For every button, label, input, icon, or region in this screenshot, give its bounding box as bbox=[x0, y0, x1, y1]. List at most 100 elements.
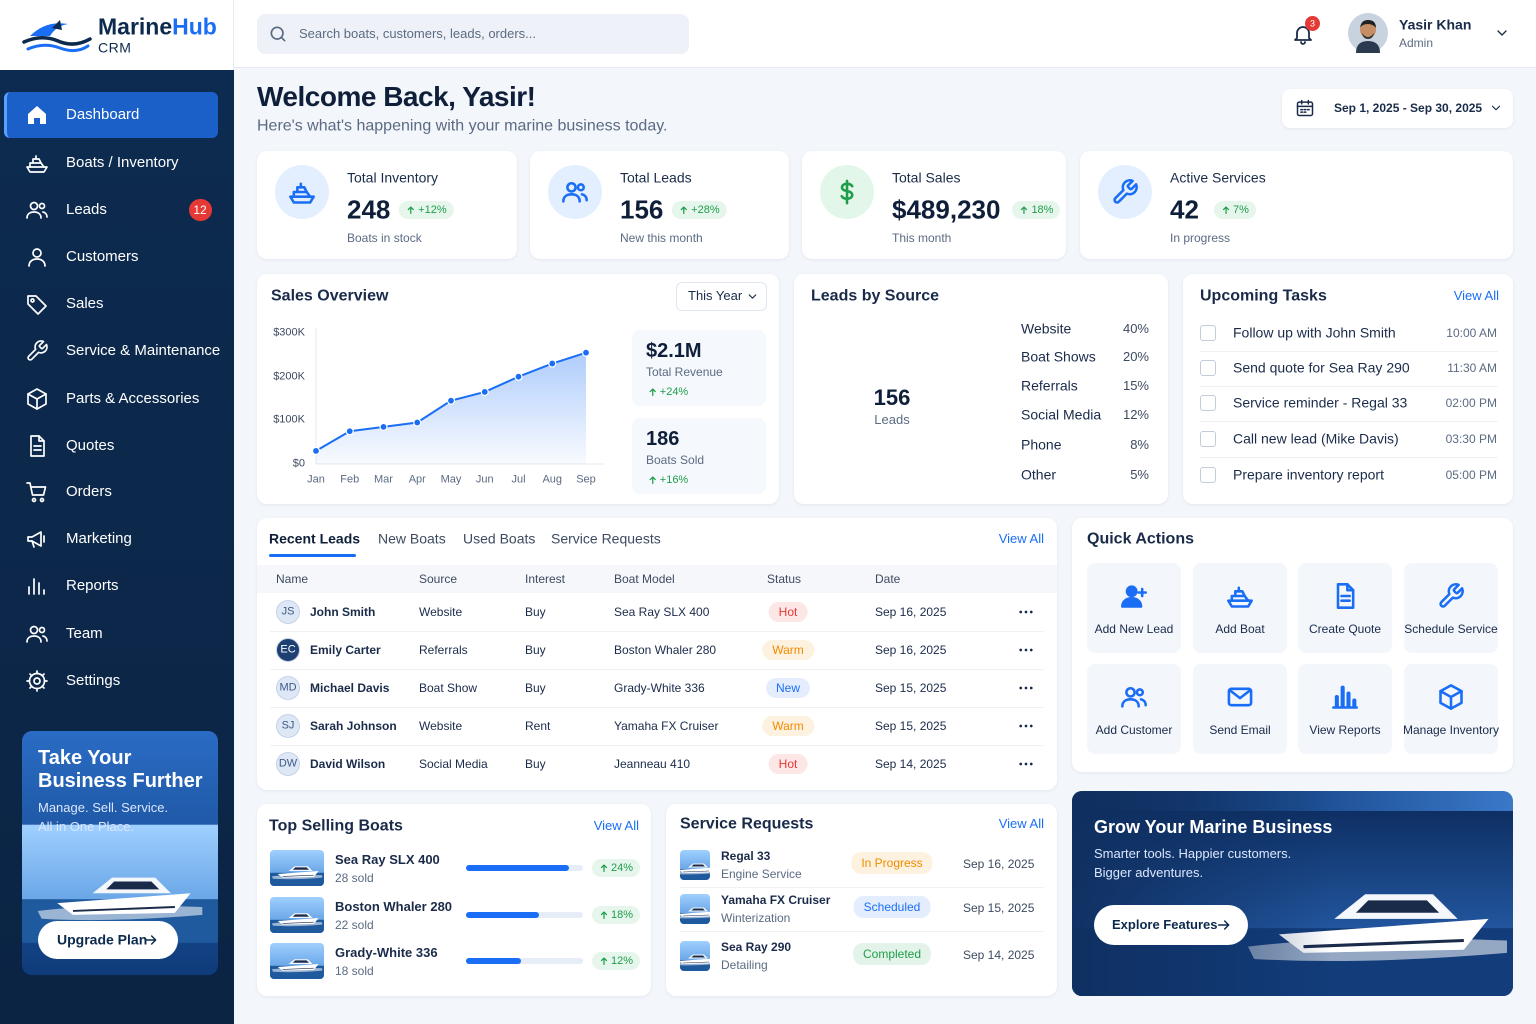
nav-badge: 12 bbox=[193, 202, 207, 217]
nav-item[interactable]: Parts & Accessories bbox=[66, 390, 200, 407]
user-name: Yasir Khan bbox=[1399, 16, 1472, 33]
icon-part bbox=[26, 482, 47, 503]
icon-part bbox=[29, 201, 39, 211]
boat-image bbox=[680, 850, 710, 880]
task-checkbox[interactable] bbox=[1200, 431, 1216, 447]
avatar-initials: JS bbox=[281, 605, 295, 618]
icon-part bbox=[1029, 686, 1033, 690]
icon-part bbox=[748, 293, 756, 299]
quick-action-tile[interactable] bbox=[1087, 664, 1181, 754]
view-all[interactable]: View All bbox=[998, 531, 1044, 547]
x-tick-label: Apr bbox=[408, 473, 426, 486]
lead-status: New bbox=[765, 678, 811, 698]
card-title: Sales Overview bbox=[271, 287, 389, 305]
icon-part bbox=[1024, 610, 1028, 614]
boat-image-part bbox=[680, 913, 710, 924]
kpi-label: Total Sales bbox=[892, 169, 961, 186]
tab[interactable]: Used Boats bbox=[463, 530, 536, 547]
view-all[interactable]: View All bbox=[593, 818, 639, 834]
icon-part bbox=[38, 626, 46, 634]
nav-item[interactable]: Team bbox=[66, 625, 103, 642]
x-tick-label: Jan bbox=[307, 473, 325, 486]
icon-part bbox=[29, 625, 39, 635]
promo-text: Manage. Sell. Service. bbox=[38, 800, 169, 816]
tab[interactable]: New Boats bbox=[378, 530, 446, 547]
date-picker[interactable] bbox=[1282, 89, 1513, 128]
card bbox=[257, 518, 1057, 790]
quick-action-label[interactable]: Add Customer bbox=[1095, 722, 1173, 737]
nav-item[interactable]: Dashboard bbox=[66, 106, 140, 123]
nav-item[interactable]: Marketing bbox=[66, 530, 132, 547]
nav-item[interactable]: Settings bbox=[66, 672, 121, 689]
boat-name: Boston Whaler 280 bbox=[335, 899, 453, 915]
nav-item[interactable]: Service & Maintenance bbox=[66, 342, 221, 359]
quick-action-label[interactable]: Schedule Service bbox=[1404, 621, 1498, 636]
icon-part bbox=[1019, 686, 1033, 690]
lead-date: Sep 16, 2025 bbox=[875, 604, 947, 619]
lead-model: Sea Ray SLX 400 bbox=[614, 604, 710, 619]
card-title: Quick Actions bbox=[1087, 530, 1194, 548]
boat-image-part bbox=[691, 864, 705, 867]
icon-part bbox=[1019, 648, 1023, 652]
card bbox=[794, 274, 1168, 504]
nav-item[interactable]: Leads bbox=[66, 201, 107, 218]
tab[interactable]: Service Requests bbox=[551, 530, 661, 547]
icon-part bbox=[1439, 583, 1464, 608]
quick-action-label[interactable]: Send Email bbox=[1209, 722, 1271, 737]
quick-action-label[interactable]: Manage Inventory bbox=[1402, 722, 1500, 737]
quick-action-label[interactable]: Add New Lead bbox=[1094, 621, 1174, 636]
nav-item[interactable]: Sales bbox=[66, 295, 104, 312]
column-header: Date bbox=[875, 571, 901, 586]
icon-part bbox=[289, 182, 315, 204]
nav-item[interactable]: Boats / Inventory bbox=[66, 154, 179, 171]
legend-value: 40% bbox=[1122, 321, 1149, 337]
lead-model: Jeanneau 410 bbox=[614, 756, 691, 771]
legend-value: 12% bbox=[1122, 407, 1149, 423]
quick-action-tile[interactable] bbox=[1087, 563, 1181, 653]
icon-part bbox=[26, 155, 48, 173]
search-box[interactable] bbox=[257, 14, 689, 54]
task-checkbox[interactable] bbox=[1200, 467, 1216, 483]
view-all[interactable]: View All bbox=[1453, 288, 1499, 304]
nav-item[interactable]: Reports bbox=[66, 577, 119, 594]
view-all[interactable]: View All bbox=[998, 816, 1044, 832]
period[interactable]: This Year bbox=[688, 288, 743, 304]
lead-interest: Rent bbox=[525, 718, 551, 733]
tab-underline bbox=[269, 554, 356, 557]
kpi-change: 18% bbox=[1012, 201, 1061, 219]
quick-action-label[interactable]: Create Quote bbox=[1308, 621, 1382, 636]
task-checkbox[interactable] bbox=[1200, 360, 1216, 376]
x-tick-label: Jun bbox=[475, 473, 494, 486]
lead-interest: Buy bbox=[525, 680, 546, 695]
quick-action-tile[interactable] bbox=[1298, 664, 1392, 754]
nav-item[interactable]: Orders bbox=[66, 483, 112, 500]
nav-badge-bg bbox=[189, 199, 212, 221]
kpi-value: 248 bbox=[347, 194, 391, 225]
banner-button-text[interactable]: Explore Features bbox=[1112, 917, 1218, 933]
avatar-circle bbox=[276, 714, 300, 738]
task-checkbox[interactable] bbox=[1200, 395, 1216, 411]
lead-name: Emily Carter bbox=[310, 642, 381, 657]
quick-action-tile[interactable] bbox=[1193, 563, 1287, 653]
task-checkbox[interactable] bbox=[1200, 325, 1216, 341]
icon-part bbox=[1228, 688, 1252, 700]
date-range[interactable]: Sep 1, 2025 - Sep 30, 2025 bbox=[1334, 100, 1483, 115]
icon-part bbox=[840, 179, 854, 205]
quick-action-label[interactable]: View Reports bbox=[1309, 722, 1381, 737]
nav-item[interactable]: Quotes bbox=[66, 437, 115, 454]
lead-date: Sep 15, 2025 bbox=[875, 680, 947, 695]
quick-action-tile[interactable] bbox=[1193, 664, 1287, 754]
kpi-change: 7% bbox=[1213, 201, 1256, 219]
quick-action-tile[interactable] bbox=[1404, 563, 1498, 653]
thumb bbox=[270, 897, 324, 933]
boat-name: Sea Ray SLX 400 bbox=[335, 852, 440, 868]
promo-button-text[interactable]: Upgrade Plan bbox=[57, 931, 148, 948]
quick-action-label[interactable]: Add Boat bbox=[1215, 621, 1265, 636]
period-select[interactable] bbox=[676, 282, 767, 311]
icon-part bbox=[1125, 585, 1138, 598]
kpi-note: This month bbox=[892, 230, 952, 245]
nav-item[interactable]: Customers bbox=[66, 248, 139, 265]
task-text: Call new lead (Mike Davis) bbox=[1233, 430, 1399, 447]
tab[interactable]: Recent Leads bbox=[269, 530, 361, 547]
icon-part bbox=[562, 193, 581, 203]
